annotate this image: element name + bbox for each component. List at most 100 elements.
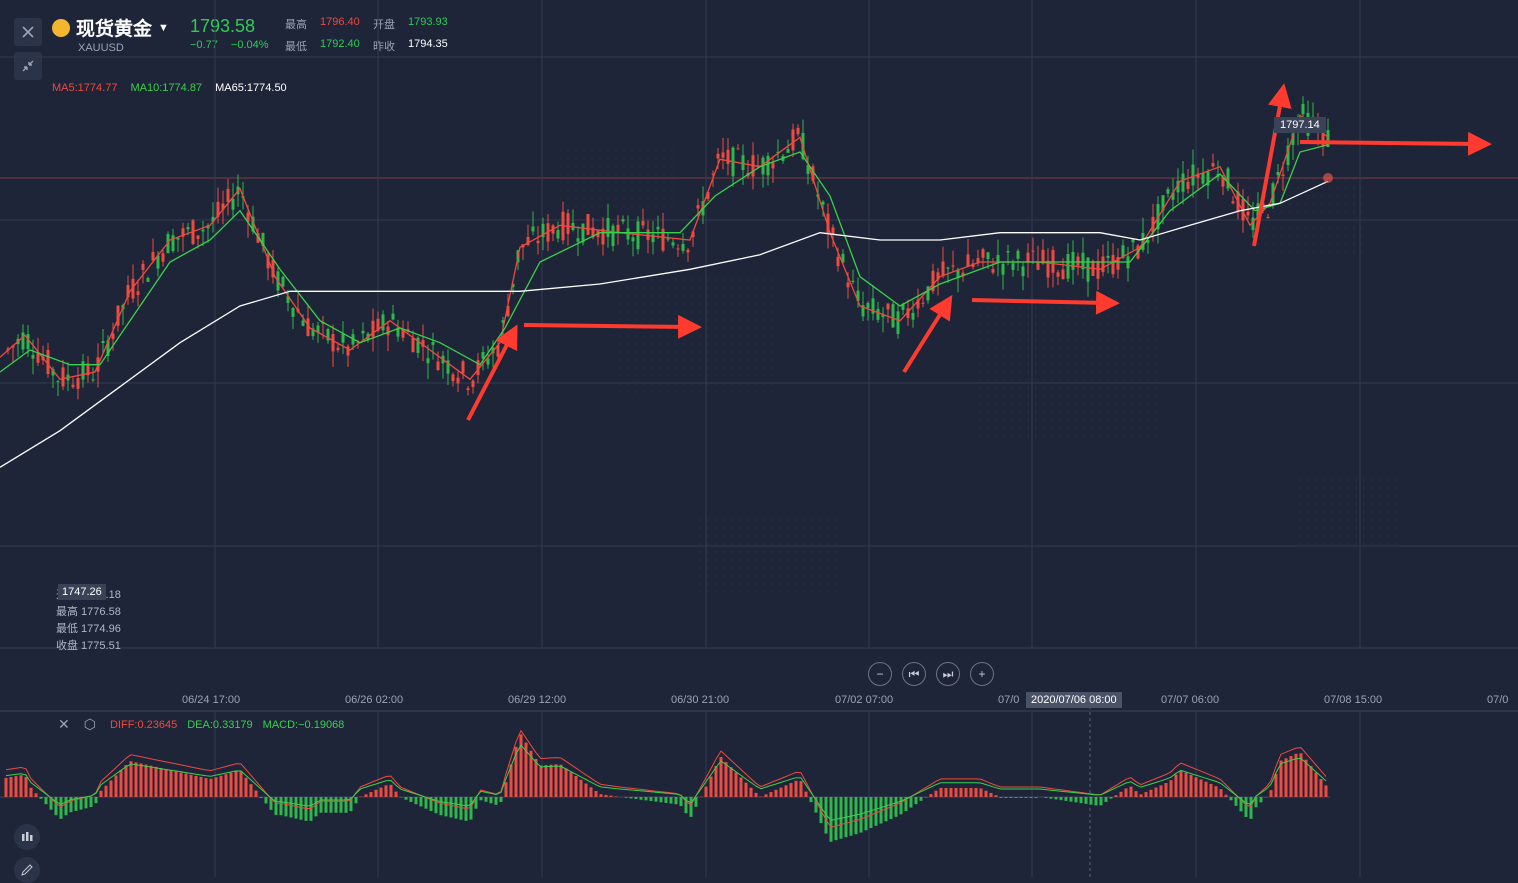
- macd-bar: [960, 788, 963, 797]
- next-button[interactable]: ⏭: [936, 662, 960, 686]
- candle-body: [632, 237, 635, 241]
- map-dot: [707, 303, 709, 305]
- map-dot: [747, 375, 749, 377]
- macd-bar: [1030, 797, 1033, 798]
- map-dot: [659, 319, 661, 321]
- map-dot: [835, 567, 837, 569]
- map-dot: [723, 351, 725, 353]
- map-dot: [731, 343, 733, 345]
- map-dot: [1011, 347, 1013, 349]
- map-dot: [1059, 403, 1061, 405]
- map-dot: [1321, 219, 1323, 221]
- map-dot: [607, 165, 609, 167]
- macd-bar: [495, 797, 498, 805]
- macd-bar: [160, 768, 163, 797]
- map-dot: [1315, 503, 1317, 505]
- macd-bar: [100, 791, 103, 797]
- map-dot: [1355, 479, 1357, 481]
- candle-body: [62, 367, 65, 386]
- map-dot: [1075, 323, 1077, 325]
- map-dot: [779, 559, 781, 561]
- macd-bar: [600, 794, 603, 797]
- map-dot: [1035, 379, 1037, 381]
- map-dot: [1003, 363, 1005, 365]
- map-dot: [671, 197, 673, 199]
- map-dot: [731, 295, 733, 297]
- map-dot: [1043, 419, 1045, 421]
- map-dot: [627, 311, 629, 313]
- map-dot: [1363, 511, 1365, 513]
- map-dot: [1297, 187, 1299, 189]
- map-dot: [667, 279, 669, 281]
- map-dot: [635, 335, 637, 337]
- map-dot: [1131, 435, 1133, 437]
- map-dot: [1083, 427, 1085, 429]
- map-dot: [1353, 187, 1355, 189]
- map-dot: [1083, 395, 1085, 397]
- prev-button[interactable]: ⏮: [902, 662, 926, 686]
- map-dot: [623, 197, 625, 199]
- close-indicator-icon[interactable]: ✕: [58, 716, 70, 733]
- macd-bar: [645, 797, 648, 800]
- macd-bar: [1050, 797, 1053, 799]
- map-dot: [723, 311, 725, 313]
- map-dot: [811, 527, 813, 529]
- map-dot: [731, 383, 733, 385]
- zoom-in-button[interactable]: +: [970, 662, 994, 686]
- map-dot: [559, 149, 561, 151]
- macd-bar: [795, 781, 798, 797]
- map-dot: [1387, 519, 1389, 521]
- map-dot: [1257, 243, 1259, 245]
- macd-bar: [555, 764, 558, 797]
- map-dot: [1051, 395, 1053, 397]
- map-dot: [1281, 243, 1283, 245]
- map-dot: [635, 359, 637, 361]
- map-dot: [779, 575, 781, 577]
- map-dot: [739, 535, 741, 537]
- map-dot: [1099, 363, 1101, 365]
- map-dot: [1059, 347, 1061, 349]
- map-dot: [1003, 315, 1005, 317]
- macd-bar: [535, 759, 538, 797]
- map-dot: [811, 567, 813, 569]
- map-dot: [651, 279, 653, 281]
- map-dot: [667, 367, 669, 369]
- macd-bar: [485, 797, 488, 802]
- ma-lines: [0, 115, 1328, 467]
- map-dot: [1067, 411, 1069, 413]
- map-dot: [995, 427, 997, 429]
- map-dot: [1379, 503, 1381, 505]
- map-dot: [819, 591, 821, 593]
- candle-body: [787, 149, 790, 153]
- map-dot: [1067, 307, 1069, 309]
- map-dot: [739, 287, 741, 289]
- macd-bar: [20, 775, 23, 797]
- map-dot: [763, 279, 765, 281]
- map-dot: [707, 591, 709, 593]
- map-dot: [675, 279, 677, 281]
- map-dot: [647, 157, 649, 159]
- map-dot: [739, 559, 741, 561]
- map-dot: [1115, 387, 1117, 389]
- settings-icon[interactable]: ⬡: [84, 716, 96, 733]
- map-dot: [1059, 387, 1061, 389]
- map-dot: [1155, 331, 1157, 333]
- zoom-out-button[interactable]: −: [868, 662, 892, 686]
- candle-body: [162, 253, 165, 262]
- map-dot: [1099, 339, 1101, 341]
- map-dot: [699, 287, 701, 289]
- map-dot: [651, 303, 653, 305]
- candle-body: [942, 262, 945, 277]
- map-dot: [723, 543, 725, 545]
- map-dot: [1273, 243, 1275, 245]
- map-dot: [755, 359, 757, 361]
- map-dot: [755, 343, 757, 345]
- map-dot: [667, 343, 669, 345]
- map-dot: [795, 559, 797, 561]
- macd-panel: [0, 731, 1330, 842]
- map-dot: [1003, 339, 1005, 341]
- candle-body: [1277, 172, 1280, 175]
- candle-body: [887, 304, 890, 310]
- map-dot: [1345, 179, 1347, 181]
- map-dot: [599, 189, 601, 191]
